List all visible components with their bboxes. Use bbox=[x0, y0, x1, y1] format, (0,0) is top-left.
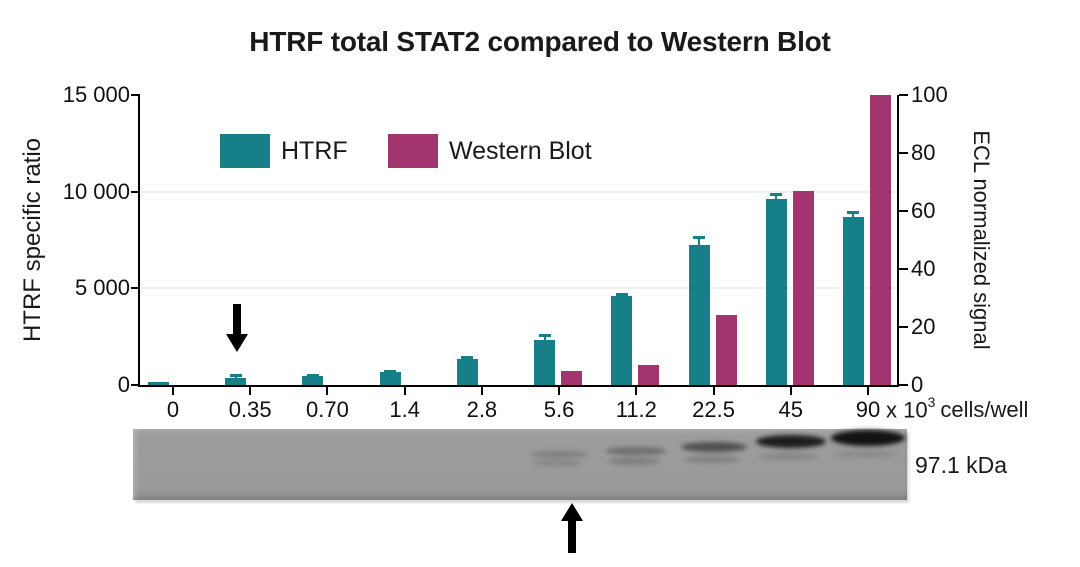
error-bar-htrf-0.35 bbox=[234, 375, 237, 380]
error-bar-cap-htrf-22.5 bbox=[693, 235, 706, 239]
x-axis-tick-label: 22.5 bbox=[692, 397, 735, 422]
error-bar-cap-htrf-2.8 bbox=[461, 355, 474, 359]
x-axis-tick-label: 5.6 bbox=[543, 397, 575, 422]
legend-swatch-htrf bbox=[220, 134, 270, 168]
down-arrow-annotation bbox=[226, 304, 248, 352]
x-axis-tick bbox=[403, 387, 406, 395]
x-axis-tick bbox=[172, 387, 174, 395]
right-axis-tick-label: 20 bbox=[911, 314, 936, 339]
bar-htrf-2.8 bbox=[456, 359, 478, 385]
error-bar-cap-htrf-0.35 bbox=[229, 374, 242, 378]
left-axis-tick-label: 15 000 bbox=[62, 82, 130, 107]
bar-htrf-45 bbox=[765, 199, 787, 385]
bar-htrf-0.35 bbox=[225, 377, 247, 385]
bar-wb-22.5 bbox=[715, 315, 737, 385]
right-axis-tick bbox=[899, 152, 908, 154]
x-axis-tick bbox=[635, 387, 638, 395]
bar-wb-90 bbox=[869, 95, 891, 385]
error-bar-htrf-90 bbox=[852, 211, 855, 219]
right-axis-tick-label: 80 bbox=[911, 140, 936, 165]
error-bar-htrf-45 bbox=[775, 194, 778, 202]
x-axis-tick-label: 0 bbox=[166, 397, 180, 422]
x-axis-tick bbox=[789, 387, 792, 395]
x-axis-unit: x 103 cells/well bbox=[886, 394, 1029, 423]
right-axis-tick-label: 40 bbox=[911, 256, 936, 281]
bar-wb-5.6 bbox=[561, 370, 583, 385]
bar-htrf-0.70 bbox=[302, 376, 324, 385]
bar-wb-45 bbox=[792, 190, 814, 385]
x-axis-tick bbox=[480, 387, 483, 395]
up-arrow-head bbox=[561, 503, 583, 521]
bar-htrf-1.4 bbox=[379, 371, 401, 385]
right-axis-tick-label: 60 bbox=[911, 198, 936, 223]
x-axis-tick-label: 45 bbox=[778, 397, 803, 422]
x-axis-tick-label: 11.2 bbox=[615, 397, 657, 422]
error-bar-htrf-11.2 bbox=[620, 293, 623, 299]
up-arrow-stem bbox=[568, 519, 576, 553]
legend-swatch-western-blot bbox=[388, 134, 438, 168]
x-axis-tick bbox=[866, 387, 869, 395]
x-axis-tick-label: 0.35 bbox=[228, 397, 272, 422]
down-arrow-stem bbox=[233, 304, 241, 336]
gridline-10000 bbox=[140, 190, 897, 193]
x-axis-unit-exponent: 3 bbox=[927, 394, 936, 410]
left-axis-tick-label: 5 000 bbox=[74, 275, 130, 301]
error-bar-htrf-1.4 bbox=[389, 370, 392, 374]
x-axis-tick bbox=[712, 387, 715, 395]
error-bar-cap-htrf-90 bbox=[847, 210, 860, 214]
bar-htrf-22.5 bbox=[688, 244, 710, 385]
up-arrow-annotation bbox=[561, 503, 583, 553]
bar-htrf-11.2 bbox=[611, 296, 633, 385]
error-bar-htrf-5.6 bbox=[543, 335, 546, 342]
left-axis-tick-label: 10 000 bbox=[62, 178, 130, 204]
error-bar-cap-htrf-45 bbox=[770, 193, 783, 197]
bar-htrf-5.6 bbox=[534, 339, 556, 385]
western-blot-image bbox=[133, 429, 907, 500]
x-axis-tick bbox=[249, 387, 252, 395]
right-axis-title: ECL normalized signal bbox=[969, 130, 994, 350]
x-axis-tick-label: 2.8 bbox=[466, 397, 498, 422]
right-axis-line bbox=[897, 95, 899, 387]
error-bar-htrf-0.70 bbox=[311, 374, 314, 379]
error-bar-cap-htrf-0.70 bbox=[306, 373, 319, 377]
right-axis-tick bbox=[899, 268, 908, 270]
left-axis-title: HTRF specific ratio bbox=[19, 137, 46, 343]
molecular-weight-label: 97.1 kDa bbox=[915, 452, 1008, 478]
right-axis-tick-label: 0 bbox=[911, 372, 924, 397]
right-axis-tick-label: 100 bbox=[911, 82, 948, 107]
right-axis-tick bbox=[899, 326, 908, 328]
bar-htrf-90 bbox=[842, 216, 864, 385]
down-arrow-head bbox=[226, 334, 248, 352]
legend-label-htrf: HTRF bbox=[281, 137, 348, 165]
x-axis-tick bbox=[558, 387, 561, 395]
chart-title: HTRF total STAT2 compared to Western Blo… bbox=[249, 26, 831, 57]
gridline-5000 bbox=[140, 287, 897, 290]
bar-wb-11.2 bbox=[638, 364, 660, 385]
error-bar-cap-htrf-1.4 bbox=[384, 369, 397, 373]
error-bar-cap-htrf-5.6 bbox=[538, 334, 551, 338]
right-axis-tick bbox=[899, 94, 908, 96]
right-axis-tick bbox=[899, 384, 908, 386]
error-bar-htrf-22.5 bbox=[698, 236, 701, 247]
right-axis-tick bbox=[899, 210, 908, 212]
x-axis-unit-base: x 10 bbox=[886, 397, 928, 423]
x-axis-tick-label: 1.4 bbox=[389, 397, 420, 422]
legend-label-western-blot: Western Blot bbox=[449, 137, 592, 165]
x-axis-unit-text: cells/well bbox=[940, 397, 1029, 423]
x-axis-tick bbox=[326, 387, 329, 395]
x-axis-tick-label: 0.70 bbox=[306, 397, 349, 422]
left-axis-line bbox=[138, 95, 140, 387]
x-axis-line bbox=[138, 385, 899, 387]
left-axis-tick-label: 0 bbox=[117, 372, 130, 397]
error-bar-htrf-2.8 bbox=[466, 356, 469, 362]
error-bar-cap-htrf-11.2 bbox=[615, 292, 628, 296]
